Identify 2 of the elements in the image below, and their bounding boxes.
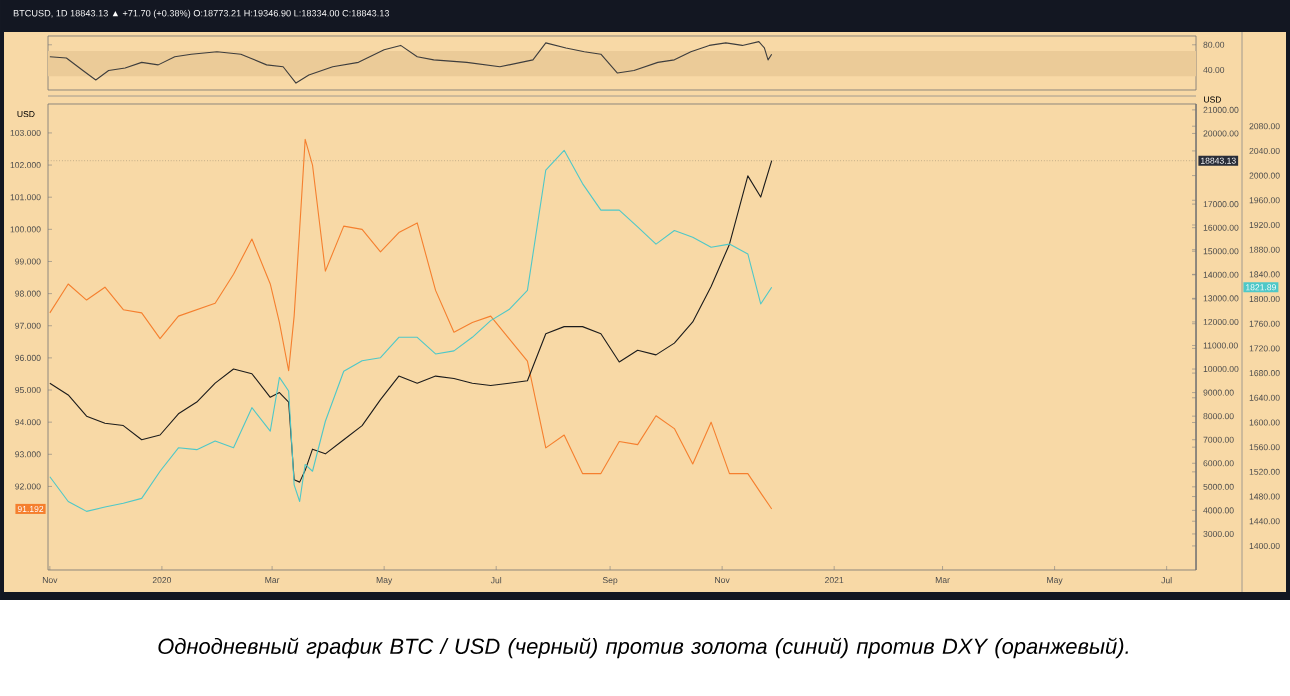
line-series — [49, 41, 773, 84]
text: Однодневный график BTC / USD (черный) против золота (синий) против DXY (оранжевый). — [158, 637, 1128, 659]
